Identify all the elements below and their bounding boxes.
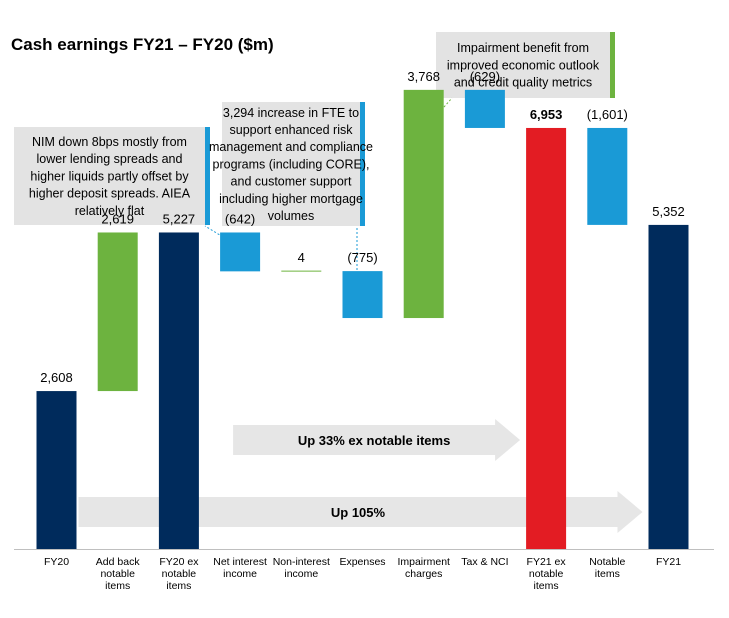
- value-label-notable-items: (1,601): [587, 107, 628, 122]
- category-label-tax-nci: Tax & NCI: [461, 556, 508, 568]
- category-label-add-back-notable-items: Add back notable items: [96, 556, 141, 592]
- bar-fy20: [36, 391, 77, 549]
- arrow-total-text: Up 105%: [331, 505, 386, 520]
- nim-note-box: [14, 127, 205, 225]
- category-label-notable-items: Notable items: [589, 556, 625, 580]
- nim-note-accent: [205, 127, 210, 225]
- bar-fy21: [648, 224, 689, 549]
- bars: [36, 89, 689, 550]
- value-label-net-interest-income: (642): [225, 211, 255, 226]
- impairment-note-box: [436, 32, 610, 98]
- value-label-fy21: 5,352: [652, 204, 685, 219]
- value-label-add-back-notable-items: 2,619: [101, 211, 134, 226]
- impairment-note-text: Impairment benefit from improved economic…: [447, 41, 600, 89]
- impairment-note-accent: [610, 32, 615, 98]
- bar-expenses: [342, 271, 383, 319]
- category-label-fy20-ex-notable-items: FY20 ex notable items: [159, 556, 199, 592]
- nim-note-text: NIM down 8bps mostly from lower lending s…: [29, 135, 191, 218]
- category-label-expenses: Expenses: [339, 556, 385, 568]
- value-label-non-interest-income: 4: [298, 250, 305, 265]
- category-label-fy21-ex-notable-items: FY21 ex notable items: [527, 556, 567, 592]
- arrow-ex-notable-text: Up 33% ex notable items: [298, 433, 450, 448]
- value-label-fy20-ex-notable-items: 5,227: [163, 211, 196, 226]
- value-label-impairment-charges: 3,768: [407, 69, 440, 84]
- value-label-expenses: (775): [347, 250, 377, 265]
- category-label-net-interest-income: Net interest income: [213, 556, 267, 580]
- category-label-impairment-charges: Impairment charges: [397, 556, 450, 580]
- arrow-total: [78, 491, 643, 533]
- bar-notable-items: [587, 127, 628, 225]
- value-label-fy20: 2,608: [40, 370, 73, 385]
- bar-add-back-notable-items: [97, 232, 138, 392]
- arrow-ex-notable: [233, 419, 521, 461]
- value-label-fy21-ex-notable-items: 6,953: [530, 107, 563, 122]
- expenses-note-accent: [360, 102, 365, 226]
- x-axis: FY20 Add back notable items FY20 ex notable it…: [14, 549, 714, 592]
- expenses-note-text: 3,294 increase in FTE to support enhanced…: [209, 106, 373, 223]
- category-label-fy21: FY21: [656, 556, 681, 568]
- chart-title: Cash earnings FY21 – FY20 ($m): [11, 35, 274, 54]
- growth-arrows: Up 33% ex notable items Up 105%: [78, 419, 643, 533]
- value-labels: 2,608 2,619 5,227 (642) 4 (775) 3,768 (629) 6,95…: [40, 69, 685, 385]
- annotations: NIM down 8bps mostly from lower lending s…: [14, 32, 615, 302]
- expenses-note-box: [222, 102, 360, 226]
- bar-tax-nci: [464, 89, 505, 128]
- value-label-tax-nci: (629): [470, 69, 500, 84]
- bar-fy21-ex-notable-items: [526, 127, 567, 550]
- category-label-fy20: FY20: [44, 556, 69, 568]
- bar-net-interest-income: [220, 232, 261, 272]
- bar-impairment-charges: [403, 89, 444, 319]
- bar-fy20-ex-notable-items: [158, 232, 199, 549]
- category-label-non-interest-income: Non-interest income: [273, 556, 330, 580]
